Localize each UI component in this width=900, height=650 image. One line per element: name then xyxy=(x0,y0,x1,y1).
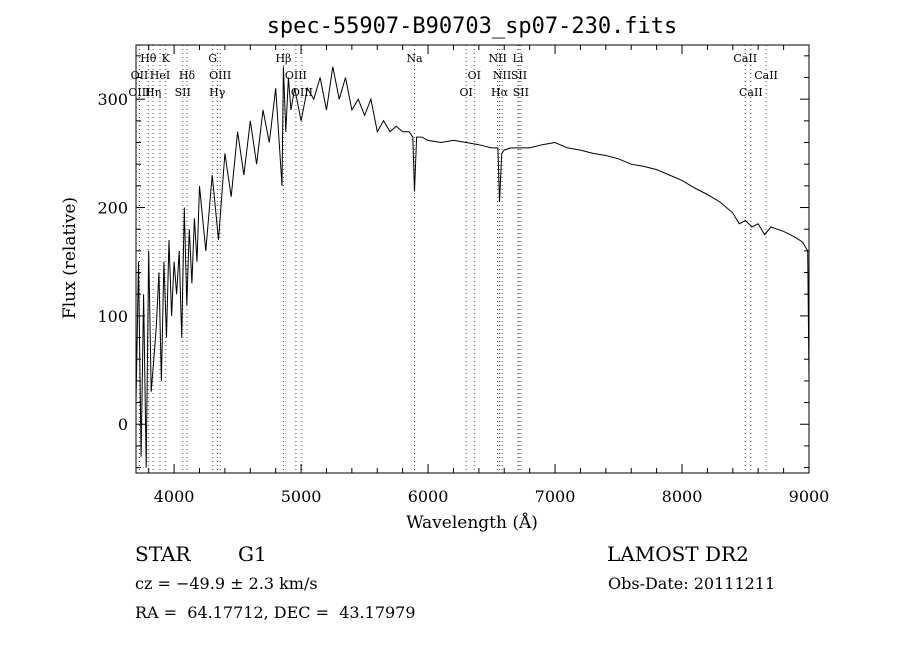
x-tick-label: 4000 xyxy=(154,487,195,506)
spectral-line-label: Na xyxy=(406,52,423,65)
spectral-line-label: SII xyxy=(175,86,191,99)
spectral-line-label: CaII xyxy=(754,69,778,82)
spectral-line-label: OIII xyxy=(128,86,150,99)
y-tick-label: 100 xyxy=(97,307,128,326)
x-tick-label: 8000 xyxy=(662,487,703,506)
y-axis: 0 100 200 300 xyxy=(97,55,809,469)
spectral-line-label: CaII xyxy=(739,86,763,99)
x-tick-label: 6000 xyxy=(408,487,449,506)
spectral-line-label: Hα xyxy=(491,86,509,99)
coords-label: RA = 64.17712, DEC = 43.17979 xyxy=(135,603,416,622)
class-label: STAR xyxy=(135,542,191,566)
spectral-line-label: OIII xyxy=(285,69,307,82)
spectral-line-label: SII xyxy=(511,69,527,82)
spectral-line-label: Hη xyxy=(145,86,161,99)
spectral-line-markers xyxy=(138,45,767,473)
spectral-line-label: OIII xyxy=(209,69,231,82)
x-tick-label: 5000 xyxy=(281,487,322,506)
y-tick-label: 300 xyxy=(97,90,128,109)
y-tick-label: 200 xyxy=(97,199,128,218)
spectral-line-label: OI xyxy=(459,86,472,99)
spectrum-line xyxy=(135,66,810,468)
spectral-line-label: Hγ xyxy=(209,86,226,99)
spectral-line-label: CaII xyxy=(733,52,757,65)
spectral-line-label: Hδ xyxy=(179,69,196,82)
plot-frame xyxy=(135,44,810,474)
chart-title: spec-55907-B90703_sp07-230.fits xyxy=(267,14,678,39)
y-axis-label: Flux (relative) xyxy=(60,197,80,319)
spectral-line-label: SII xyxy=(513,86,529,99)
y-tick-label: 0 xyxy=(118,415,128,434)
spectral-line-label: NII xyxy=(493,69,511,82)
spectral-line-label: Hβ xyxy=(275,52,291,65)
obs-date-label: Obs-Date: 20111211 xyxy=(608,574,776,593)
spectral-line-label: NII xyxy=(488,52,506,65)
survey-label: LAMOST DR2 xyxy=(607,542,749,566)
subclass-label: G1 xyxy=(238,542,267,566)
spectral-line-label: K xyxy=(162,52,171,65)
spectral-line-label: OII xyxy=(131,69,149,82)
redshift-label: cz = −49.9 ± 2.3 km/s xyxy=(135,574,318,593)
x-tick-label: 9000 xyxy=(789,487,830,506)
spectral-line-label: G xyxy=(208,52,217,65)
x-tick-label: 7000 xyxy=(535,487,576,506)
spectral-line-label: OI xyxy=(468,69,481,82)
spectral-line-label: Li xyxy=(513,52,524,65)
spectral-line-label: HeI xyxy=(150,69,170,82)
x-axis-label: Wavelength (Å) xyxy=(406,512,538,533)
spectral-line-label: Hθ xyxy=(140,52,157,65)
x-axis: 4000 5000 6000 7000 8000 9000 xyxy=(148,45,830,506)
